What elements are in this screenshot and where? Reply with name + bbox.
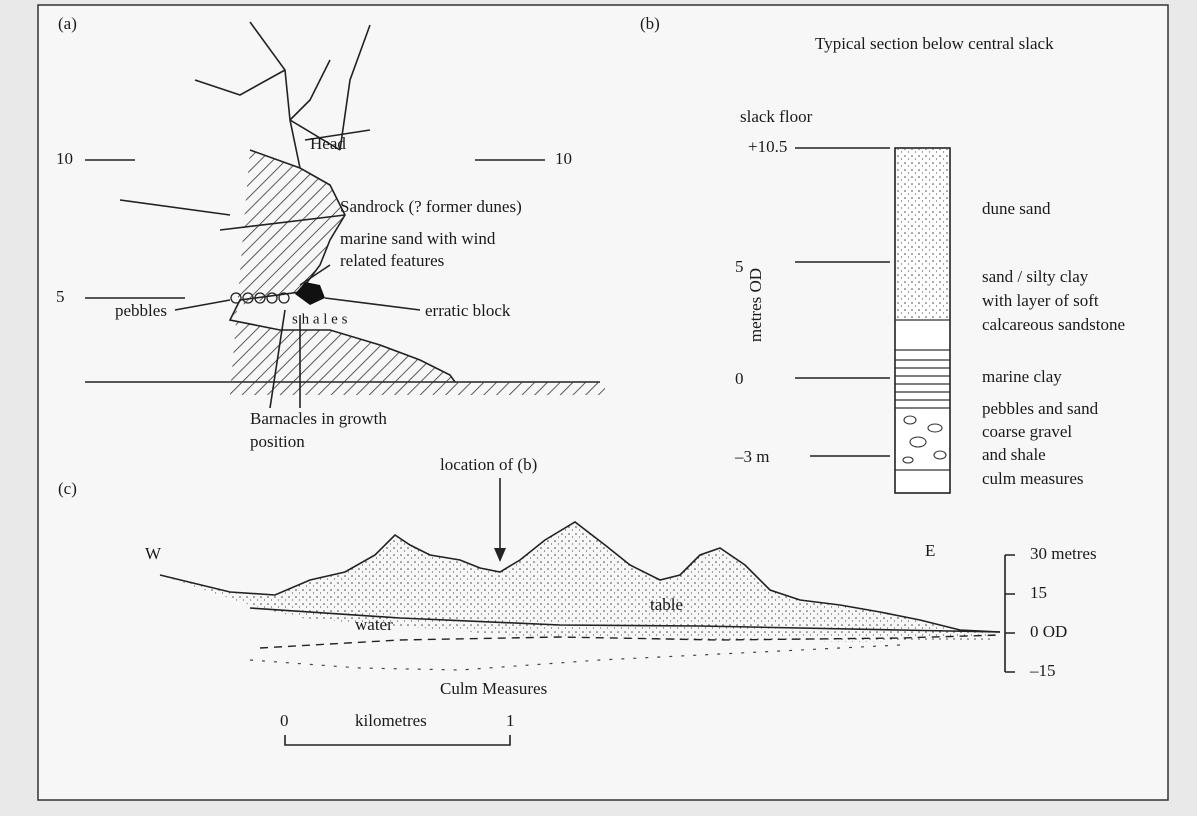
annotation: Sandrock (? former dunes) [340,197,522,216]
panel-label: (b) [640,14,660,33]
annotation: erratic block [425,301,511,320]
layer-label: and shale [982,445,1046,464]
annotation: Culm Measures [440,679,547,698]
layer-label: marine clay [982,367,1062,386]
scale-label: 1 [506,711,515,730]
layer-label: with layer of soft [982,291,1099,310]
direction: W [145,544,162,563]
layer-label: culm measures [982,469,1084,488]
annotation: related features [340,251,444,270]
scale-tick: 30 metres [1030,544,1097,563]
level-label: 10 [56,149,73,168]
scale-tick: 0 OD [1030,622,1067,641]
layer-label: calcareous sandstone [982,315,1125,334]
axis-label: metres OD [746,268,765,342]
annotation: table [650,595,683,614]
depth-tick: 5 [735,257,744,276]
layer-label: coarse gravel [982,422,1072,441]
figure: (a) 10 10 5 Head Sandrock (? former dune… [0,0,1197,816]
annotation: slack floor [740,107,813,126]
depth-tick: –3 m [734,447,769,466]
annotation: Barnacles in growth [250,409,387,428]
scale-label: 0 [280,711,289,730]
annotation: pebbles [115,301,167,320]
scale-label: kilometres [355,711,427,730]
annotation: Head [310,134,346,153]
layer-label: pebbles and sand [982,399,1099,418]
scale-tick: –15 [1029,661,1056,680]
depth-tick: +10.5 [748,137,787,156]
level-label: 5 [56,287,65,306]
direction: E [925,541,935,560]
annotation: marine sand with wind [340,229,496,248]
panel-label: (c) [58,479,77,498]
annotation: location of (b) [440,455,537,474]
annotation: position [250,432,305,451]
level-label: 10 [555,149,572,168]
section-title: Typical section below central slack [815,34,1054,53]
layer-label: dune sand [982,199,1051,218]
scale-tick: 15 [1030,583,1047,602]
layer-label: sand / silty clay [982,267,1089,286]
annotation: water [355,615,393,634]
panel-label: (a) [58,14,77,33]
depth-tick: 0 [735,369,744,388]
